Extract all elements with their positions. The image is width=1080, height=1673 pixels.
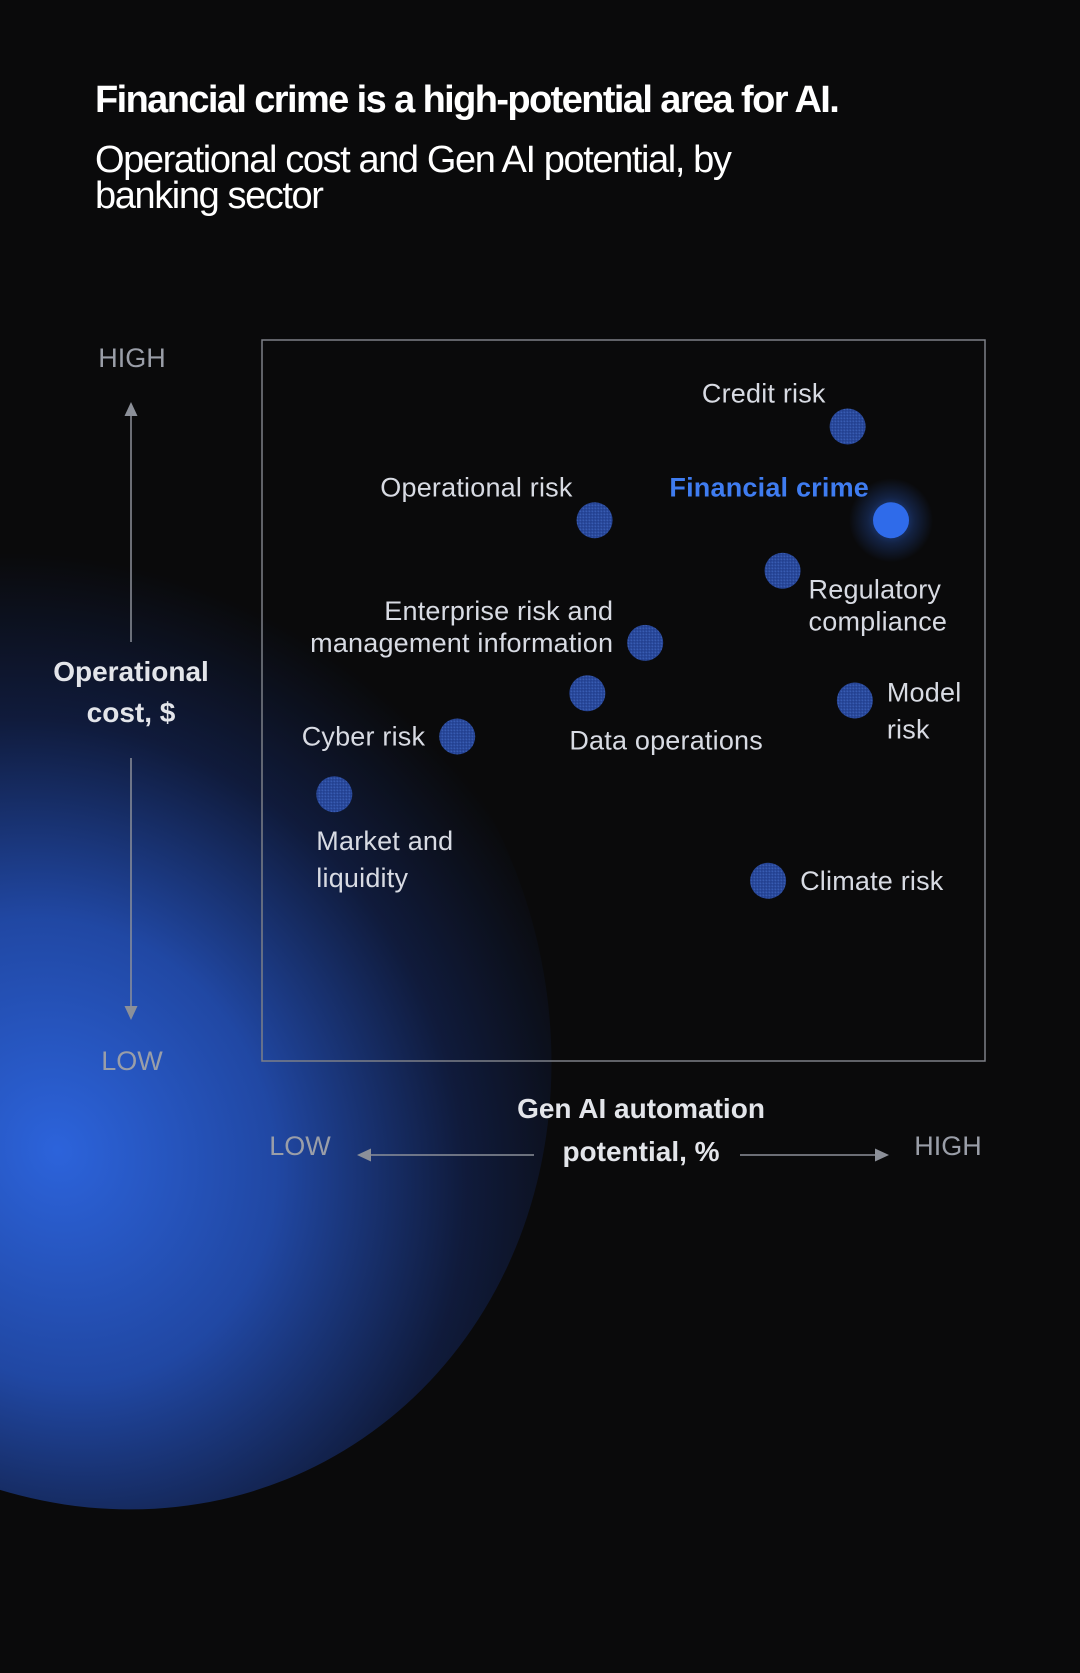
scatter-dot (627, 624, 664, 661)
point-label: Data operations (569, 725, 763, 755)
point-label: compliance (809, 607, 948, 637)
y-axis-title-line1: Operational (53, 656, 209, 687)
y-axis-title-line2: cost, $ (87, 697, 176, 728)
point-label: Cyber risk (302, 722, 426, 752)
point-label: Model (887, 678, 962, 708)
x-axis-title-line2: potential, % (562, 1136, 719, 1167)
x-axis-low-label: LOW (269, 1131, 331, 1161)
chart-title: Financial crime is a high-potential area… (95, 79, 840, 121)
plot-frame (261, 339, 986, 1062)
scatter-dot (750, 862, 787, 899)
point-model-risk: Model risk (836, 678, 962, 745)
scatter-dot (569, 675, 606, 712)
point-cyber-risk: Cyber risk (302, 718, 476, 755)
scatter-dot (829, 408, 866, 445)
point-operational-risk: Operational risk (380, 472, 613, 539)
scatter-dot (439, 718, 476, 755)
scatter-dot (836, 682, 873, 719)
chart-subtitle: Operational cost and Gen AI potential, b… (95, 139, 732, 217)
point-financial-crime: Financial crime (669, 472, 934, 563)
data-points: Credit risk Financial crime Operational ri… (302, 379, 962, 899)
x-axis-arrowhead-right (875, 1148, 889, 1162)
x-axis-title-line1: Gen AI automation (517, 1093, 765, 1124)
point-climate-risk: Climate risk (750, 862, 944, 899)
point-label: Climate risk (800, 866, 944, 896)
point-label: risk (887, 715, 930, 745)
point-label: Regulatory (809, 575, 942, 605)
scatter-dot (873, 502, 910, 539)
scatter-dot (316, 776, 353, 813)
point-label: Credit risk (702, 379, 826, 409)
point-data-operations: Data operations (569, 675, 763, 755)
y-axis-low-label: LOW (101, 1046, 163, 1076)
point-market-and-liquidity: Market and liquidity (316, 776, 453, 893)
y-axis-high-label: HIGH (98, 343, 166, 373)
point-label: Market and (316, 826, 453, 856)
scatter-dot (576, 502, 613, 539)
scatter-chart: HIGH Operational cost, $ LOW LOW Gen AI … (53, 339, 986, 1167)
point-credit-risk: Credit risk (702, 379, 866, 445)
point-label: Financial crime (669, 472, 869, 502)
x-axis-arrowhead-left (357, 1148, 371, 1162)
point-label: liquidity (316, 863, 408, 893)
y-axis-arrowhead-up (124, 402, 138, 416)
point-label: Enterprise risk and (384, 596, 613, 626)
scatter-dot (764, 552, 801, 589)
point-label: Operational risk (380, 472, 573, 502)
point-label: management information (310, 628, 613, 658)
y-axis-arrowhead-down (124, 1006, 138, 1020)
x-axis-high-label: HIGH (914, 1131, 982, 1161)
